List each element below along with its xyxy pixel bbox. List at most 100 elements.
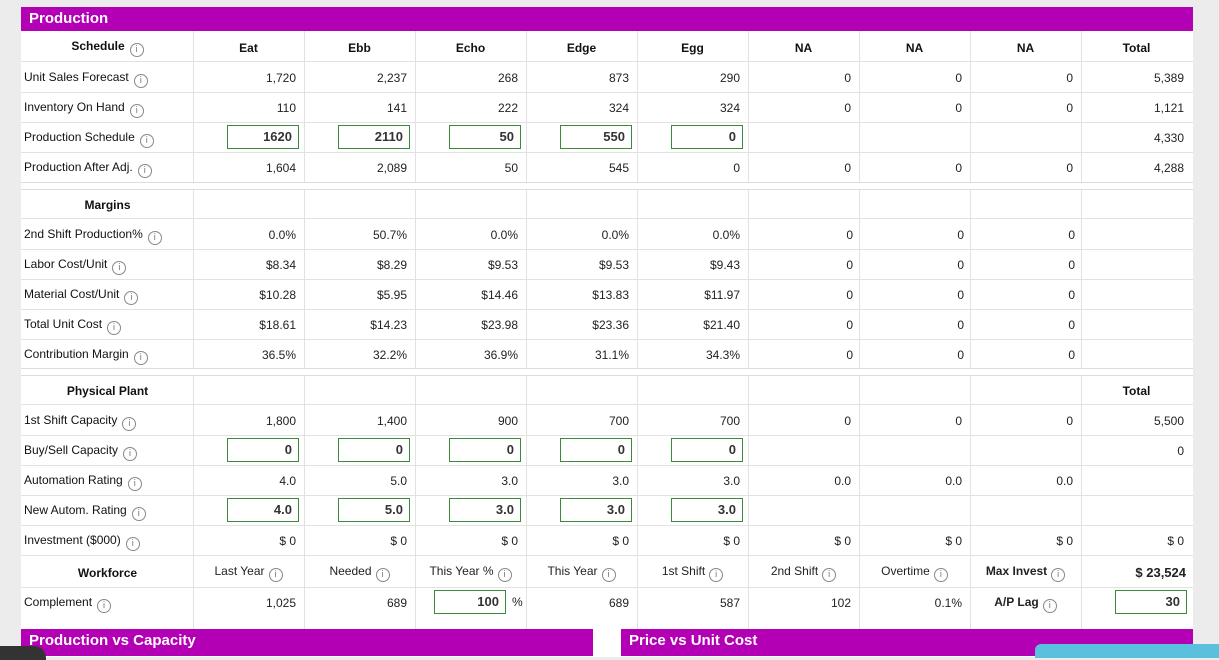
info-icon[interactable]: i [131,507,146,521]
production-schedule-input[interactable]: 50 [449,125,521,149]
info-icon[interactable]: i [127,477,142,491]
info-icon[interactable]: i [123,447,138,461]
row-divider [21,404,1193,405]
grid-line [748,369,749,557]
panel-title: Production vs Capacity [29,632,196,649]
info-icon[interactable]: i [1042,599,1057,613]
value-cell: 0 [1068,288,1075,302]
chat-widget[interactable] [1035,644,1219,658]
value-cell: $8.34 [265,258,296,272]
info-icon[interactable]: i [129,43,144,57]
value-cell: $ 0 [612,534,629,548]
info-icon[interactable]: i [137,164,152,178]
info-icon[interactable]: i [122,417,137,431]
value-cell: $23.36 [592,318,629,332]
new-automation-input[interactable]: 5.0 [338,498,410,522]
row-label-text: Production Schedule [24,130,135,144]
info-icon[interactable]: i [147,231,162,245]
info-icon[interactable]: i [133,74,148,88]
value-cell: 873 [608,71,629,85]
value-cell: $ 0 [501,534,518,548]
value-cell: 700 [719,414,740,428]
value-cell: 0 [846,288,853,302]
info-icon[interactable]: i [497,568,512,582]
production-worksheet [21,7,1193,657]
value-cell: $ 0 [1056,534,1073,548]
value-cell: 0 [844,71,851,85]
row-label: Unit Sales Forecast i [24,69,148,88]
new-automation-input[interactable]: 3.0 [560,498,632,522]
grid-line [415,31,416,183]
row-label-text: Labor Cost/Unit [24,257,108,271]
production-schedule-input[interactable]: 2110 [338,125,410,149]
buy-sell-capacity-input[interactable]: 0 [449,438,521,462]
production-schedule-input[interactable]: 0 [671,125,743,149]
workforce-column-text: Needed [329,564,372,578]
value-cell: 50 [504,161,518,175]
info-icon[interactable]: i [375,568,390,582]
grid-line [193,31,194,183]
ap-lag-input[interactable]: 30 [1115,590,1187,614]
plant-total-header: Total [1122,384,1151,398]
production-schedule-input[interactable]: 550 [560,125,632,149]
this-year-percent-input[interactable]: 100 [434,590,506,614]
grid-line [1081,31,1082,183]
value-cell: 0.0 [834,474,851,488]
row-divider [21,339,1193,340]
value-cell: 0 [955,161,962,175]
info-icon[interactable]: i [112,261,127,275]
new-automation-input[interactable]: 3.0 [449,498,521,522]
production-vs-capacity-panel: Production vs Capacity [21,629,593,656]
ap-lag-text: A/P Lag [994,595,1039,609]
info-icon[interactable]: i [1051,568,1066,582]
row-divider [21,525,1193,526]
divider [21,368,1193,376]
info-icon[interactable]: i [125,537,140,551]
buy-sell-capacity-input[interactable]: 0 [560,438,632,462]
value-cell: $14.23 [370,318,407,332]
value-cell: 324 [608,101,629,115]
info-icon[interactable]: i [133,351,148,365]
grid-line [415,557,416,629]
new-automation-input[interactable]: 3.0 [671,498,743,522]
buy-sell-capacity-input[interactable]: 0 [227,438,299,462]
buy-sell-capacity-input[interactable]: 0 [671,438,743,462]
column-header: NA [794,41,813,55]
value-cell: 0 [1066,71,1073,85]
info-icon[interactable]: i [822,568,837,582]
new-automation-input[interactable]: 4.0 [227,498,299,522]
value-cell: 0 [1177,444,1184,458]
row-label: New Autom. Rating i [24,502,146,521]
buy-sell-capacity-input[interactable]: 0 [338,438,410,462]
info-icon[interactable]: i [124,291,139,305]
production-schedule-input[interactable]: 1620 [227,125,299,149]
info-icon[interactable]: i [268,568,283,582]
value-cell: 0 [846,228,853,242]
info-icon[interactable]: i [139,134,154,148]
info-icon[interactable]: i [601,568,616,582]
info-icon[interactable]: i [107,321,122,335]
grid-line [193,557,194,629]
info-icon[interactable]: i [709,568,724,582]
workforce-column-label: Last Year i [193,563,304,582]
workforce-column-text: Max Invest [985,564,1048,578]
info-icon[interactable]: i [933,568,948,582]
grid-line [859,183,860,369]
grid-line [526,183,527,369]
grid-line [748,557,749,629]
info-icon[interactable]: i [129,104,144,118]
row-label-text: Complement [24,595,93,609]
value-cell: 0 [957,228,964,242]
grid-line [304,369,305,557]
row-divider [21,122,1193,123]
value-cell: 1,121 [1153,101,1184,115]
value-cell: 0 [844,414,851,428]
row-divider [21,249,1193,250]
column-header: Egg [681,41,704,55]
value-cell: 0.0 [1056,474,1073,488]
value-cell: 0.0% [490,228,518,242]
info-icon[interactable]: i [97,599,112,613]
row-label: Material Cost/Unit i [24,286,139,305]
corner-widget[interactable] [0,646,46,660]
section-header: Production [21,7,1193,31]
